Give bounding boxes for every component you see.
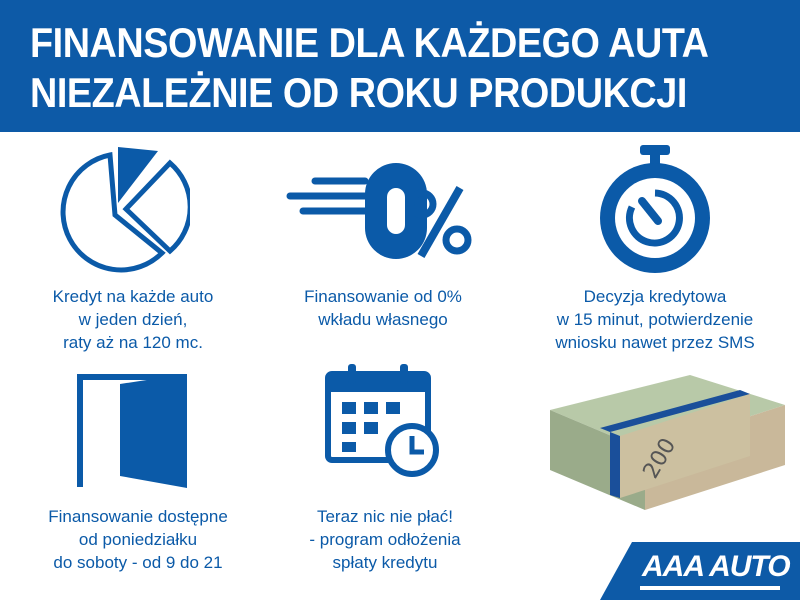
caption-line: Teraz nic nie płać! [316,507,454,526]
caption-line: Kredyt na każde auto [52,287,214,306]
caption-line: do soboty - od 9 do 21 [53,553,223,572]
caption-line: Decyzja kredytowa [583,287,727,306]
caption-line: w 15 minut, potwierdzenie [556,310,754,329]
caption-line: - program odłożenia [309,530,461,549]
banknotes-image: 200 [550,375,785,510]
caption-line: spłaty kredytu [332,553,438,572]
zero-percent-icon [286,163,472,259]
caption-line: od poniedziałku [78,530,198,549]
feature-zero-down: Finansowanie od 0% wkładu własnego [250,285,516,331]
stopwatch-icon [600,145,710,273]
feature-decision: Decyzja kredytowa w 15 minut, potwierdze… [522,285,788,354]
logo-text: AAA AUTO [642,550,791,583]
caption-line: Finansowanie od 0% [304,287,462,306]
header-banner: FINANSOWANIE DLA KAŻDEGO AUTA NIEZALEŻNI… [0,0,800,132]
feature-credit: Kredyt na każde auto w jeden dzień, raty… [0,285,266,354]
calendar-clock-icon [325,364,439,477]
caption-line: Finansowanie dostępne [48,507,228,526]
headline-line-1: FINANSOWANIE DLA KAŻDEGO AUTA [30,19,709,66]
feature-deferral: Teraz nic nie płać! - program odłożenia … [252,505,518,574]
caption-line: wkładu własnego [318,310,448,329]
aaa-auto-logo: AAA AUTO [600,542,800,600]
caption-line: raty aż na 120 mc. [63,333,203,352]
caption-line: wniosku nawet przez SMS [555,333,755,352]
caption-line: w jeden dzień, [78,310,188,329]
feature-hours: Finansowanie dostępne od poniedziałku do… [5,505,271,574]
headline-line-2: NIEZALEŻNIE OD ROKU PRODUKCJI [30,69,687,116]
door-icon [77,374,187,488]
pie-chart-icon [60,147,190,273]
